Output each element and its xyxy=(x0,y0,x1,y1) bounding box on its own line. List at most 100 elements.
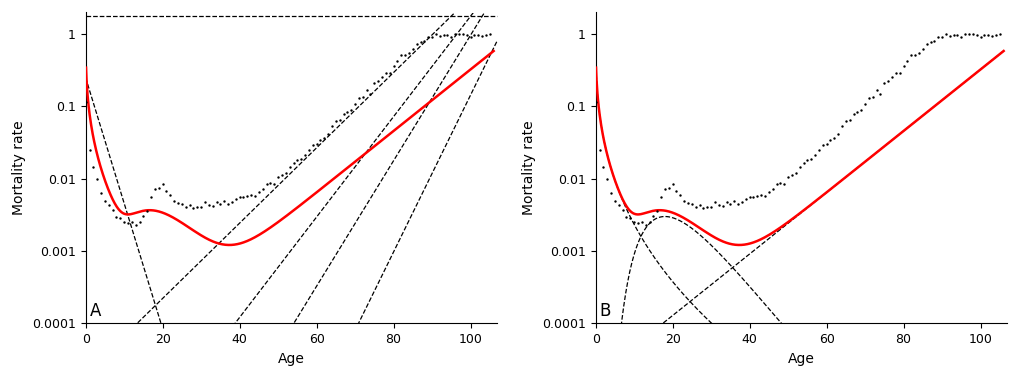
Point xyxy=(752,192,768,198)
Point xyxy=(733,199,749,205)
Point xyxy=(342,107,359,113)
Point xyxy=(243,192,259,198)
Point xyxy=(660,184,677,191)
Point xyxy=(116,219,132,225)
Point xyxy=(466,32,482,38)
Point xyxy=(281,164,298,170)
Point xyxy=(979,32,996,38)
Point xyxy=(941,33,957,39)
Point xyxy=(277,170,293,176)
Point xyxy=(910,50,926,56)
Point xyxy=(335,112,352,118)
Point xyxy=(971,34,987,40)
Point xyxy=(849,108,865,115)
Point xyxy=(147,186,163,192)
Point xyxy=(231,194,248,200)
Point xyxy=(964,31,980,37)
Point xyxy=(285,160,302,166)
Point xyxy=(273,172,289,178)
Point xyxy=(629,220,645,226)
Point xyxy=(906,53,922,59)
Point xyxy=(312,136,328,143)
Point xyxy=(301,147,317,153)
Point xyxy=(470,32,486,38)
Point xyxy=(446,31,463,37)
Point xyxy=(695,205,711,211)
Point xyxy=(305,142,321,148)
Point xyxy=(610,201,627,208)
Point xyxy=(262,180,278,186)
Point xyxy=(810,147,826,153)
Point xyxy=(355,94,371,100)
Point xyxy=(856,101,872,107)
Point xyxy=(714,203,731,209)
Point xyxy=(864,94,880,100)
Point xyxy=(247,192,263,198)
Point xyxy=(841,117,857,123)
Point xyxy=(918,40,934,46)
Point xyxy=(405,46,421,52)
Point xyxy=(983,33,1000,39)
Point xyxy=(481,31,497,37)
Y-axis label: Mortality rate: Mortality rate xyxy=(522,121,536,215)
Point xyxy=(633,219,649,225)
Point xyxy=(637,222,653,228)
Point xyxy=(756,192,772,198)
Point xyxy=(205,203,221,209)
Point xyxy=(860,94,876,101)
Point xyxy=(223,199,239,205)
X-axis label: Age: Age xyxy=(278,352,305,366)
Point xyxy=(316,135,332,141)
Point xyxy=(791,164,807,170)
Point xyxy=(829,131,846,137)
Point xyxy=(358,87,374,93)
Point xyxy=(97,198,113,204)
Point xyxy=(902,52,918,58)
Point xyxy=(949,32,965,38)
Point xyxy=(258,181,274,187)
Point xyxy=(108,214,124,220)
Point xyxy=(837,118,853,124)
Point xyxy=(442,34,459,40)
Point xyxy=(879,77,896,84)
Point xyxy=(745,194,761,200)
Point xyxy=(667,188,684,194)
Point xyxy=(952,34,968,40)
Point xyxy=(323,123,339,129)
Point xyxy=(173,201,190,207)
Point xyxy=(238,193,255,199)
Point xyxy=(381,70,397,76)
Point xyxy=(645,212,661,218)
Text: A: A xyxy=(90,302,101,320)
Point xyxy=(474,33,490,39)
Point xyxy=(771,180,788,186)
Point xyxy=(606,198,623,204)
Point xyxy=(817,141,834,147)
Point xyxy=(726,198,742,204)
Point xyxy=(775,181,792,187)
Point xyxy=(591,147,607,153)
Point xyxy=(385,63,401,69)
Point xyxy=(802,156,818,163)
Point xyxy=(201,201,217,208)
Point xyxy=(960,31,976,37)
Point xyxy=(327,118,343,124)
Point xyxy=(867,87,883,93)
Point xyxy=(656,186,673,192)
Point xyxy=(292,156,309,163)
Point xyxy=(170,200,186,206)
Point xyxy=(370,77,386,84)
Point xyxy=(331,117,347,123)
Point xyxy=(454,31,471,37)
Point xyxy=(166,198,182,204)
Point xyxy=(787,170,803,176)
Point xyxy=(883,74,900,81)
Point xyxy=(346,101,363,107)
Point xyxy=(462,34,478,40)
Point xyxy=(112,215,128,221)
Point xyxy=(396,53,413,59)
Point xyxy=(595,164,611,170)
Point xyxy=(208,198,224,204)
Point xyxy=(389,58,406,64)
Point xyxy=(435,33,451,39)
